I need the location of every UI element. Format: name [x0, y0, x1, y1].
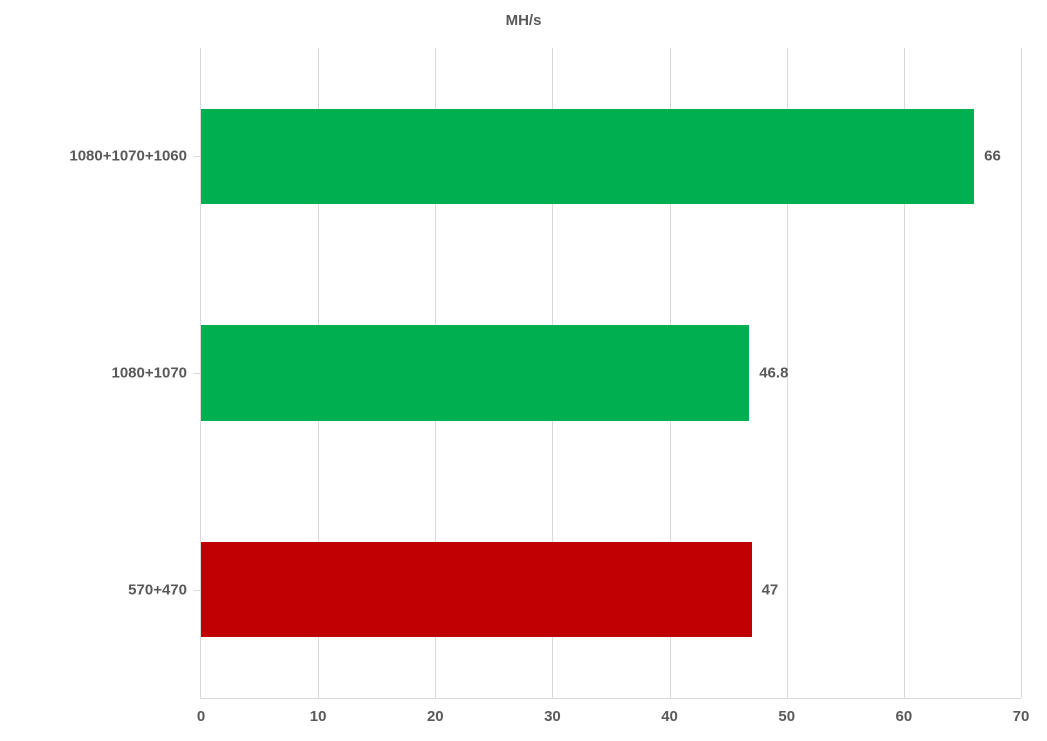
x-tick-label: 20 [427, 708, 444, 725]
y-tick-label: 1080+1070+1060 [69, 148, 201, 165]
x-tick-label: 50 [778, 708, 795, 725]
x-tick-label: 0 [197, 708, 205, 725]
bar [201, 325, 749, 420]
x-tick-label: 40 [661, 708, 678, 725]
x-tick-label: 30 [544, 708, 561, 725]
y-tick-label: 1080+1070 [112, 365, 202, 382]
bar [201, 109, 974, 204]
x-tick-label: 70 [1013, 708, 1030, 725]
data-label: 47 [762, 581, 779, 598]
data-label: 66 [984, 148, 1001, 165]
plot-area: 010203040506070570+470471080+107046.8108… [200, 48, 1021, 699]
hashrate-chart: MH/s 010203040506070570+470471080+107046… [0, 0, 1047, 741]
y-tick-label: 570+470 [128, 581, 201, 598]
chart-title: MH/s [0, 12, 1047, 29]
x-tick-label: 10 [310, 708, 327, 725]
bar [201, 542, 752, 637]
x-tick-label: 60 [896, 708, 913, 725]
data-label: 46.8 [759, 365, 788, 382]
gridline [1021, 48, 1022, 698]
